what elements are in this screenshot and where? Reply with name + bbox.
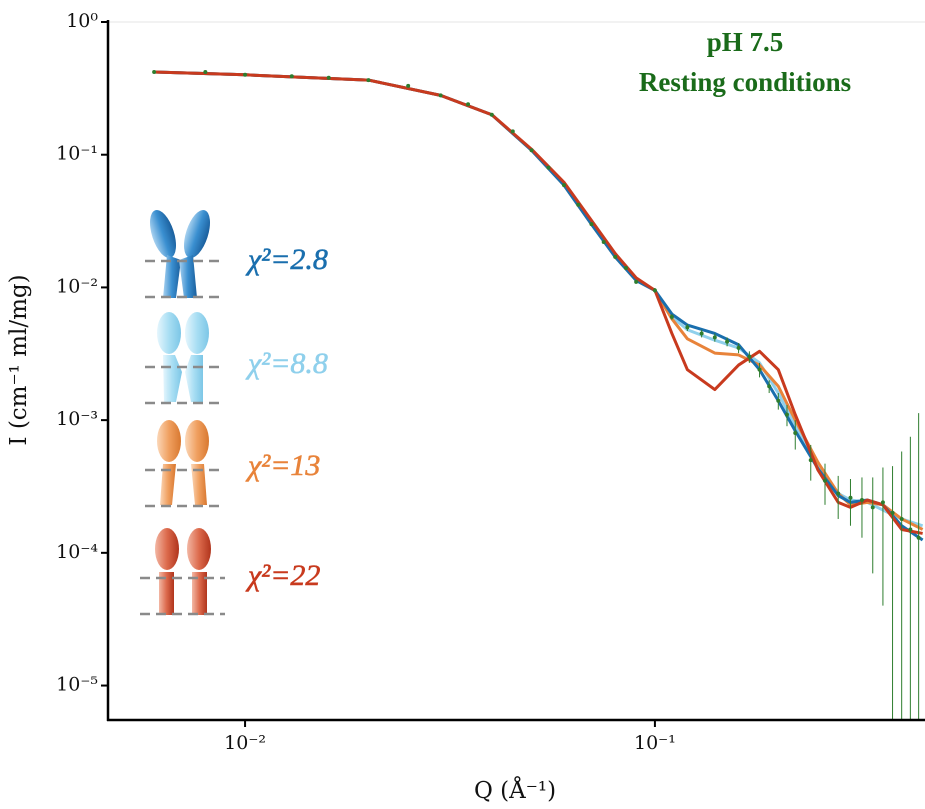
data-point xyxy=(326,75,331,80)
data-point xyxy=(776,398,781,403)
x-axis-label: Q (Å⁻¹) xyxy=(474,776,556,804)
data-point xyxy=(466,102,471,107)
data-point xyxy=(243,72,248,77)
data-point xyxy=(438,93,443,98)
data-point xyxy=(576,202,581,207)
data-point xyxy=(152,69,157,74)
data-point xyxy=(848,495,853,500)
data-point xyxy=(634,279,639,284)
data-point xyxy=(366,78,371,83)
data-point xyxy=(613,254,618,259)
data-point xyxy=(699,331,704,336)
data-point xyxy=(546,165,551,170)
legend-label: χ²=13 xyxy=(245,449,320,482)
data-point xyxy=(289,74,294,79)
x-tick-label: 10⁻² xyxy=(224,732,266,754)
data-point xyxy=(623,266,628,271)
data-point xyxy=(890,510,895,515)
data-point xyxy=(899,516,904,521)
data-point xyxy=(736,345,741,350)
plot-area xyxy=(152,69,924,720)
x-tick-label: 10⁻¹ xyxy=(634,732,676,754)
data-point xyxy=(808,458,813,463)
model-icon xyxy=(145,209,225,299)
data-point xyxy=(880,500,885,505)
legend-label: χ²=2.8 xyxy=(245,243,328,276)
data-point xyxy=(561,183,566,188)
model-icon xyxy=(145,312,225,405)
data-point xyxy=(712,335,717,340)
y-tick-label: 10⁻⁵ xyxy=(56,674,98,696)
data-point xyxy=(725,339,730,344)
data-point xyxy=(669,314,674,319)
data-point xyxy=(859,498,864,503)
y-tick-label: 10⁻² xyxy=(56,275,98,297)
data-point xyxy=(822,478,827,483)
data-point xyxy=(836,491,841,496)
data-point xyxy=(406,83,411,88)
data-point xyxy=(767,384,772,389)
data-point xyxy=(601,239,606,244)
data-point xyxy=(510,129,515,134)
data-point xyxy=(747,354,752,359)
data-point xyxy=(589,222,594,227)
legend-label: χ²=22 xyxy=(245,559,320,592)
data-point xyxy=(757,367,762,372)
data-point xyxy=(793,430,798,435)
y-tick-label: 10⁻⁴ xyxy=(56,541,98,563)
annotation: Resting conditions xyxy=(639,67,851,97)
y-tick-label: 10⁻¹ xyxy=(56,143,98,165)
y-axis-label: I (cm⁻¹ ml/mg) xyxy=(6,274,32,445)
data-point xyxy=(529,148,534,153)
legend-label: χ²=8.8 xyxy=(245,347,328,380)
data-point xyxy=(489,112,494,117)
y-tick-label: 10⁻³ xyxy=(56,408,98,430)
data-point xyxy=(784,412,789,417)
annotation: pH 7.5 xyxy=(707,27,784,57)
data-point xyxy=(870,505,875,510)
data-point xyxy=(908,527,913,532)
model-icon xyxy=(140,528,225,616)
data-point xyxy=(685,325,690,330)
model-icon xyxy=(145,420,225,508)
y-tick-label: 10⁰ xyxy=(66,10,98,32)
data-point xyxy=(916,535,921,540)
data-point xyxy=(652,288,657,293)
data-point xyxy=(203,69,208,74)
